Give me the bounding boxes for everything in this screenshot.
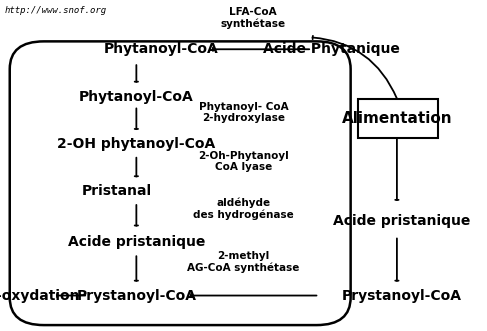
- Text: Phytanoyl-CoA: Phytanoyl-CoA: [103, 42, 218, 56]
- Text: Phytanoyl- CoA
2-hydroxylase: Phytanoyl- CoA 2-hydroxylase: [199, 102, 288, 123]
- Text: LFA-CoA
synthétase: LFA-CoA synthétase: [221, 7, 286, 29]
- Text: 2-methyl
AG-CoA synthétase: 2-methyl AG-CoA synthétase: [187, 251, 300, 273]
- Text: 2-Oh-Phytanoyl
CoA lyase: 2-Oh-Phytanoyl CoA lyase: [198, 151, 289, 172]
- Text: ß-oxydation: ß-oxydation: [0, 289, 81, 303]
- FancyBboxPatch shape: [10, 41, 351, 325]
- Text: Phytanoyl-CoA: Phytanoyl-CoA: [79, 90, 194, 104]
- Text: http://www.snof.org: http://www.snof.org: [5, 6, 107, 15]
- Text: Acide pristanique: Acide pristanique: [68, 235, 205, 249]
- Text: Acide pristanique: Acide pristanique: [333, 214, 470, 228]
- Text: aldéhyde
des hydrogénase: aldéhyde des hydrogénase: [193, 198, 294, 220]
- Text: Pristanal: Pristanal: [82, 184, 152, 198]
- Text: Prystanoyl-CoA: Prystanoyl-CoA: [76, 289, 196, 303]
- Bar: [358, 99, 438, 138]
- Text: Prystanoyl-CoA: Prystanoyl-CoA: [342, 289, 462, 303]
- Text: 2-OH phytanoyl-CoA: 2-OH phytanoyl-CoA: [57, 137, 215, 151]
- Text: Acide Phytanique: Acide Phytanique: [262, 42, 400, 56]
- Text: Alimentation: Alimentation: [341, 111, 452, 126]
